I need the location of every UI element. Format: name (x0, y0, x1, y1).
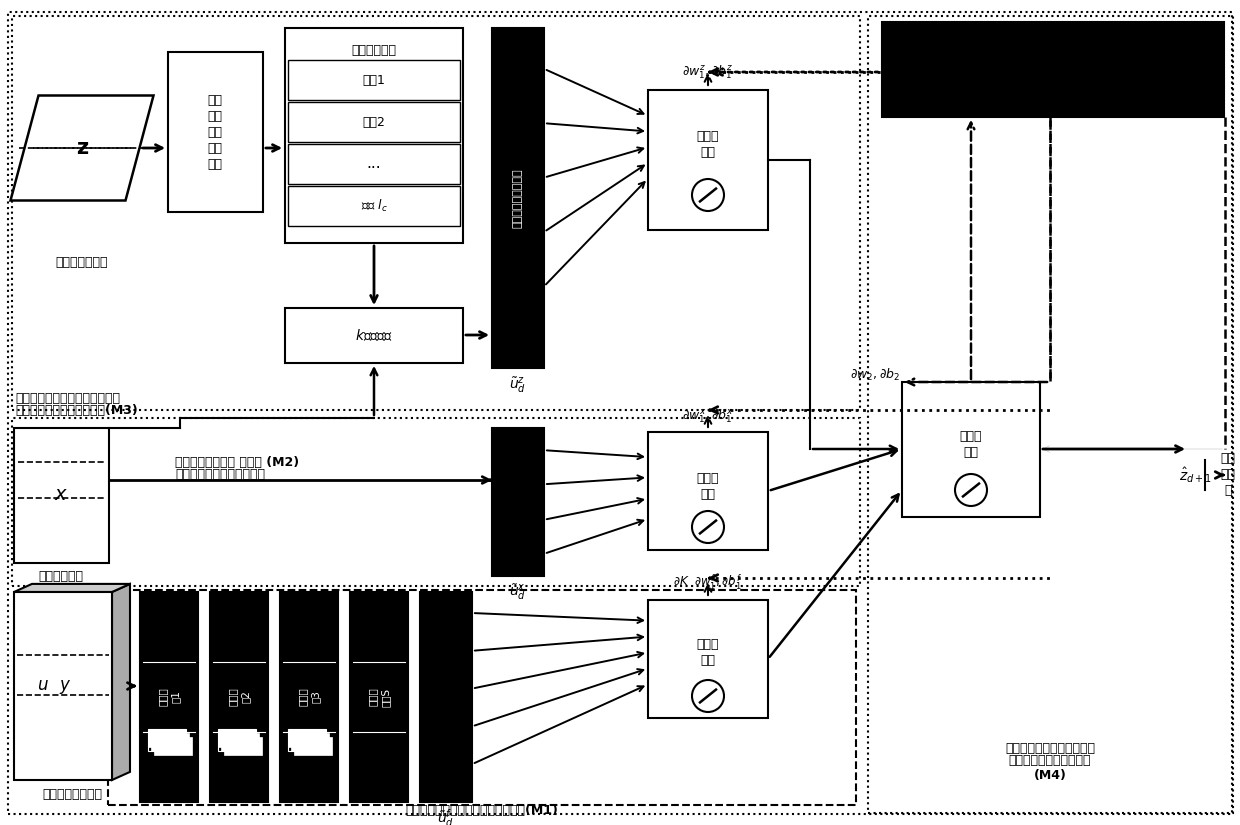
Text: $\tilde{u}_d^z$: $\tilde{u}_d^z$ (510, 375, 527, 395)
Bar (154, 737, 192, 755)
Bar (420, 592, 472, 802)
Text: 反映过去时刻氧化铝指标影响的: 反映过去时刻氧化铝指标影响的 (15, 392, 120, 404)
Bar (148, 728, 186, 751)
Text: 历史工况分组: 历史工况分组 (351, 44, 397, 56)
Bar (218, 728, 255, 751)
Bar (210, 592, 268, 802)
Bar (218, 728, 255, 747)
Text: 全连接
网络: 全连接 网络 (697, 473, 719, 502)
Text: 输出变
换层: 输出变 换层 (697, 638, 719, 667)
Circle shape (955, 474, 987, 506)
Circle shape (692, 511, 724, 543)
Bar (294, 737, 332, 755)
Text: 高斯
混合
模型
自动
聚类: 高斯 混合 模型 自动 聚类 (207, 93, 222, 171)
Bar (285, 28, 463, 243)
Text: 卷积化
层3: 卷积化 层3 (298, 687, 320, 706)
Bar (868, 16, 1233, 813)
Text: $\tilde{u}_d^f$: $\tilde{u}_d^f$ (438, 807, 455, 825)
Text: 反映上层调度指标 影响的 (M2): 反映上层调度指标 影响的 (M2) (175, 455, 299, 469)
Bar (288, 728, 326, 751)
Text: 氧化
铝指
标: 氧化 铝指 标 (1220, 452, 1235, 497)
Text: 上层调度指标: 上层调度指标 (38, 571, 83, 583)
Text: 历史氧化铝指标: 历史氧化铝指标 (56, 256, 108, 268)
Text: $\partial w_1^z,\partial b_1^z$: $\partial w_1^z,\partial b_1^z$ (682, 64, 734, 81)
Bar (901, 382, 1040, 517)
Bar (288, 60, 460, 100)
Bar (285, 308, 463, 363)
Bar (280, 592, 339, 802)
Text: $x$: $x$ (53, 485, 68, 505)
Bar (14, 428, 109, 563)
Polygon shape (14, 584, 130, 592)
Text: 分类2: 分类2 (362, 116, 386, 129)
Bar (140, 592, 198, 802)
Bar (108, 590, 856, 805)
Text: 过去时刻氧化铝指标: 过去时刻氧化铝指标 (513, 168, 523, 228)
Bar (288, 728, 326, 747)
Bar (224, 737, 262, 755)
Text: ...: ... (367, 157, 382, 172)
Bar (649, 600, 768, 718)
Bar (649, 90, 768, 230)
Text: $k$近邻搜索: $k$近邻搜索 (355, 328, 393, 343)
Bar (492, 28, 544, 368)
Bar (291, 733, 329, 751)
Bar (288, 144, 460, 184)
Text: $\partial w_2,\partial b_2$: $\partial w_2,\partial b_2$ (849, 367, 900, 383)
Text: 池化特
征层S: 池化特 征层S (368, 687, 391, 706)
Bar (288, 102, 460, 142)
Text: 全连接神经网络预报子模型: 全连接神经网络预报子模型 (175, 469, 265, 482)
Text: 全连接神经网络预报子模型(M3): 全连接神经网络预报子模型(M3) (15, 404, 138, 417)
Bar (350, 592, 408, 802)
Text: $\tilde{u}_d^x$: $\tilde{u}_d^x$ (510, 582, 527, 601)
Circle shape (692, 179, 724, 211)
Text: (M4): (M4) (1034, 770, 1066, 782)
Circle shape (692, 680, 724, 712)
Text: 多尺度深度拼接卷积网络预报子模型(M1): 多尺度深度拼接卷积网络预报子模型(M1) (405, 804, 558, 817)
Bar (882, 22, 1224, 117)
Text: 卷积化
层1: 卷积化 层1 (157, 687, 180, 706)
Text: $\hat{z}_{d+1}$: $\hat{z}_{d+1}$ (1178, 465, 1211, 485)
Bar (221, 733, 259, 751)
Text: 全连接
网络: 全连接 网络 (960, 430, 982, 459)
Bar (14, 592, 112, 780)
Text: 分类1: 分类1 (362, 73, 386, 87)
Bar (288, 186, 460, 226)
Text: 度信息神经网络集成模型: 度信息神经网络集成模型 (1009, 755, 1091, 767)
Bar (148, 728, 186, 747)
Text: $u$  $y$: $u$ $y$ (37, 678, 71, 696)
Bar (12, 16, 861, 410)
Bar (151, 733, 188, 751)
Text: 分类 $l_c$: 分类 $l_c$ (361, 198, 387, 214)
Text: 协同优化子模型参数的多尺: 协同优化子模型参数的多尺 (1004, 742, 1095, 755)
Text: $\partial w_1^x,\partial b_1^x$: $\partial w_1^x,\partial b_1^x$ (682, 408, 734, 425)
Polygon shape (112, 584, 130, 780)
Text: z: z (76, 138, 88, 158)
Bar (12, 418, 861, 586)
Bar (492, 428, 544, 576)
Text: 全连接
网络: 全连接 网络 (697, 130, 719, 159)
Text: $\partial K$  $\partial w_1^f,\partial b_1^f$: $\partial K$ $\partial w_1^f,\partial b_… (673, 573, 743, 592)
Text: 底层生产过程指标: 底层生产过程指标 (42, 788, 102, 800)
Bar (167, 52, 263, 212)
Polygon shape (10, 96, 154, 200)
Bar (649, 432, 768, 550)
Text: 卷积化
层2: 卷积化 层2 (228, 687, 250, 706)
